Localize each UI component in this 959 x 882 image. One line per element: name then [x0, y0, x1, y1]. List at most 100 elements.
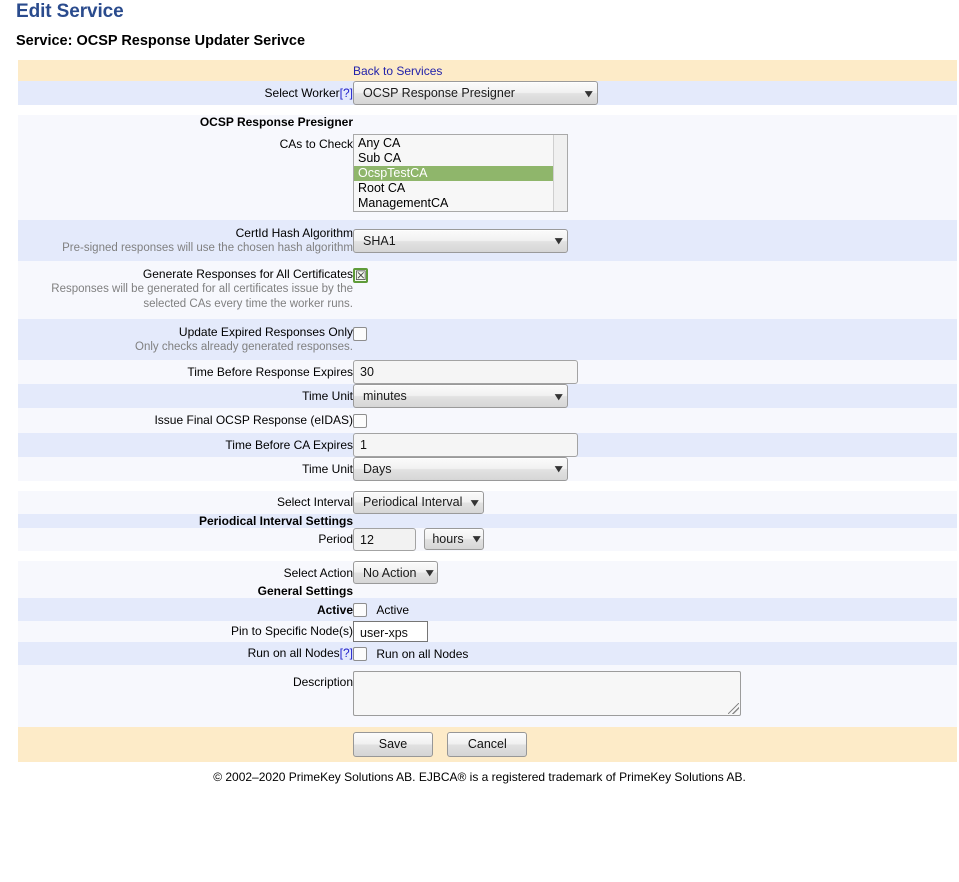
time-before-response-expires-input[interactable]: 30: [353, 360, 578, 384]
period-row: Period 12 hours ▾: [18, 527, 957, 552]
list-item[interactable]: Any CA: [358, 136, 401, 150]
run-all-nodes-label: Run on all Nodes[?]: [18, 641, 353, 665]
select-action-select[interactable]: No Action ▾: [353, 561, 439, 585]
period-label: Period: [18, 527, 353, 552]
chevron-down-icon: ▾: [555, 235, 563, 247]
footer: © 2002–2020 PrimeKey Solutions AB. EJBCA…: [213, 769, 746, 784]
interval-settings-table: Select Interval Periodical Interval ▾ Pe…: [18, 490, 957, 552]
time-unit-1-field: minutes ▾: [353, 384, 957, 408]
time-unit-2-select[interactable]: Days ▾: [353, 456, 568, 481]
chevron-down-icon: ▾: [471, 496, 479, 509]
form-buttons-row: Save Cancel: [18, 726, 957, 762]
certid-hash-row: CertId Hash Algorithm Pre-signed respons…: [18, 220, 957, 261]
worker-select[interactable]: OCSP Response Presigner ▾: [353, 81, 598, 105]
time-before-ca-expires-input[interactable]: 1: [353, 432, 578, 457]
generate-all-checkbox[interactable]: [353, 268, 368, 284]
active-row: Active Active: [18, 598, 957, 621]
active-checkbox[interactable]: [353, 602, 367, 617]
select-action-value: No Action: [363, 565, 417, 580]
select-action-field: No Action ▾: [353, 561, 957, 585]
generate-all-label-text: Generate Responses for All Certificates: [142, 267, 353, 281]
buttons-spacer: [18, 726, 353, 762]
update-expired-field: [353, 319, 957, 360]
list-item[interactable]: ManagementCA: [358, 196, 449, 210]
select-interval-select[interactable]: Periodical Interval ▾: [353, 490, 484, 514]
time-unit-2-value: Days: [363, 461, 392, 476]
description-field: [353, 664, 957, 727]
cas-to-check-field: Any CA Sub CA OcspTestCA Root CA Managem…: [353, 129, 957, 220]
period-unit-value: hours: [432, 531, 464, 546]
run-all-nodes-field: Run on all Nodes: [353, 641, 957, 665]
certid-hash-label-text: CertId Hash Algorithm: [235, 226, 353, 240]
period-input[interactable]: 12: [353, 528, 416, 552]
cas-to-check-listbox[interactable]: Any CA Sub CA OcspTestCA Root CA Managem…: [353, 134, 568, 212]
cas-to-check-row: CAs to Check Any CA Sub CA OcspTestCA Ro…: [18, 129, 957, 220]
issue-final-checkbox[interactable]: [353, 413, 367, 428]
time-unit-1-select[interactable]: minutes ▾: [353, 384, 568, 408]
general-settings-heading-row: General Settings: [18, 584, 957, 599]
issue-final-field: [353, 408, 957, 433]
select-interval-field: Periodical Interval ▾: [353, 490, 957, 514]
select-action-label: Select Action: [18, 561, 353, 585]
certid-hash-field: SHA1 ▾: [353, 220, 957, 261]
time-before-ca-expires-label: Time Before CA Expires: [18, 432, 353, 457]
update-expired-checkbox[interactable]: [353, 326, 367, 341]
list-item[interactable]: Root CA: [358, 181, 406, 195]
select-worker-label: Select Worker[?]: [18, 81, 353, 105]
save-button[interactable]: Save: [353, 731, 433, 757]
select-worker-row: Select Worker[?] OCSP Response Presigner…: [18, 81, 957, 105]
active-label: Active: [18, 598, 353, 621]
select-action-row: Select Action No Action ▾: [18, 561, 957, 585]
run-all-nodes-help-link[interactable]: [?]: [339, 646, 353, 661]
chevron-down-icon: ▾: [425, 567, 433, 580]
certid-hash-select[interactable]: SHA1 ▾: [353, 228, 568, 253]
listbox-scrollbar[interactable]: [553, 135, 567, 211]
chevron-down-icon: ▾: [555, 390, 563, 403]
generate-all-field: [353, 261, 957, 319]
interval-settings-heading: Periodical Interval Settings: [18, 513, 353, 528]
description-row: Description: [18, 664, 957, 727]
time-before-response-expires-field: 30: [353, 360, 957, 384]
description-textarea[interactable]: [353, 670, 741, 716]
select-interval-value: Periodical Interval: [363, 495, 463, 510]
chevron-down-icon: ▾: [555, 463, 563, 476]
resize-grip-icon[interactable]: [728, 702, 739, 714]
list-item-selected[interactable]: OcspTestCA: [354, 166, 567, 181]
back-to-services-row: Back to Services: [18, 60, 957, 81]
issue-final-row: Issue Final OCSP Response (eIDAS): [18, 408, 957, 433]
pin-nodes-row: Pin to Specific Node(s) user-xps: [18, 620, 957, 642]
period-unit-select[interactable]: hours ▾: [424, 527, 485, 550]
list-item[interactable]: Sub CA: [358, 151, 402, 165]
action-general-table: Select Action No Action ▾ General Settin…: [18, 561, 957, 762]
chevron-down-icon: ▾: [585, 87, 593, 100]
chevron-down-icon: ▾: [472, 533, 480, 546]
active-checkbox-label: Active: [376, 602, 410, 617]
run-all-nodes-label-text: Run on all Nodes: [247, 646, 340, 661]
spacer-cell: [18, 60, 353, 81]
pin-nodes-input[interactable]: user-xps: [353, 620, 428, 642]
time-unit-2-field: Days ▾: [353, 456, 957, 481]
cancel-button[interactable]: Cancel: [447, 731, 528, 757]
pin-nodes-field: user-xps: [353, 620, 957, 642]
time-before-ca-expires-row: Time Before CA Expires 1: [18, 432, 957, 457]
section-gap-1: [18, 105, 957, 115]
general-settings-heading-spacer: [353, 584, 957, 599]
time-before-response-expires-label: Time Before Response Expires: [18, 360, 353, 384]
certid-hash-value: SHA1: [363, 233, 396, 248]
time-unit-2-label: Time Unit: [18, 456, 353, 481]
worker-section-heading: OCSP Response Presigner: [18, 115, 353, 129]
run-all-nodes-row: Run on all Nodes[?] Run on all Nodes: [18, 641, 957, 665]
select-interval-label: Select Interval: [18, 490, 353, 514]
interval-settings-heading-spacer: [353, 513, 957, 528]
page-title: Edit Service: [16, 1, 124, 22]
back-to-services-link[interactable]: Back to Services: [353, 63, 443, 78]
select-worker-help-link[interactable]: [?]: [339, 86, 353, 100]
time-before-response-expires-row: Time Before Response Expires 30: [18, 360, 957, 384]
update-expired-help: Only checks already generated responses.: [135, 341, 353, 353]
run-all-nodes-checkbox-label: Run on all Nodes: [376, 646, 469, 661]
description-label: Description: [18, 664, 353, 727]
certid-hash-help: Pre-signed responses will use the chosen…: [62, 242, 353, 254]
gap-cell: [18, 105, 957, 115]
run-all-nodes-checkbox[interactable]: [353, 646, 367, 661]
